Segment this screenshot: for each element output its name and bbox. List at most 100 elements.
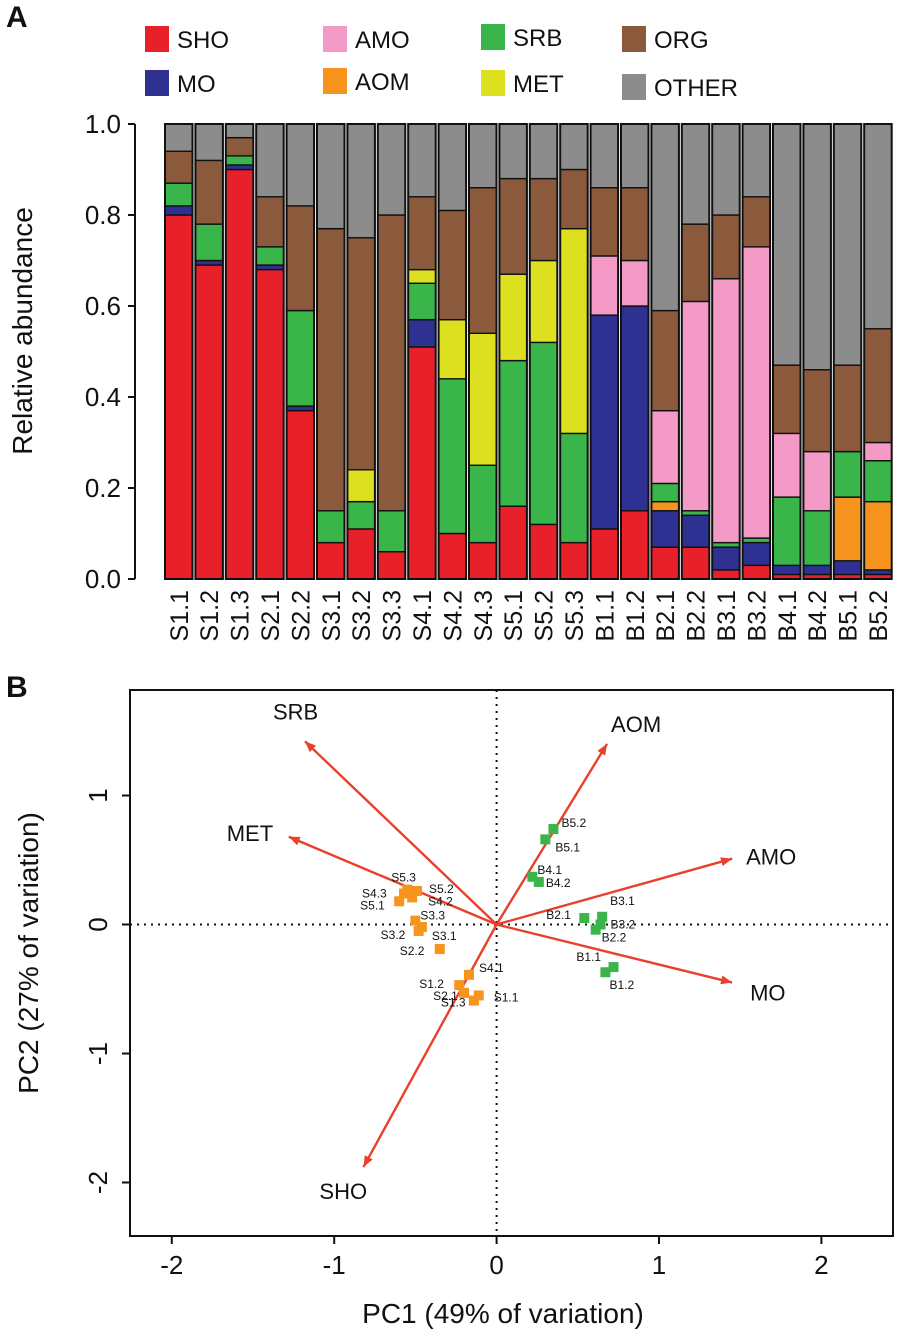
sample-point-s5-2 — [412, 885, 423, 896]
bar-segment-b2-1-mo — [650, 510, 680, 548]
arrow-label-mo: MO — [750, 981, 785, 1006]
bar-outline-s3-1 — [316, 123, 346, 580]
bar-segment-s3-1-srb — [316, 510, 346, 544]
bar-segment-b4-1-mo — [772, 564, 802, 576]
bar-outline-b1-1 — [589, 123, 620, 580]
sample-label-b2-1: B2.1 — [546, 908, 571, 922]
x-tick-label-b: -1 — [323, 1250, 346, 1280]
bar-segment-s5-1-srb — [498, 359, 528, 507]
bar-segment-b5-1-aom — [833, 496, 862, 562]
bar-segment-b4-1-org — [772, 364, 802, 435]
sample-label-b4-1: B4.1 — [537, 863, 562, 877]
bar-segment-b1-2-sho — [620, 510, 650, 580]
bar-segment-b4-1-srb — [772, 496, 802, 567]
bar-segment-s3-2-srb — [346, 500, 376, 530]
bar-segment-s3-1-org — [316, 227, 346, 512]
bar-segment-s1-2-org — [194, 159, 224, 225]
bar-segment-b4-2-srb — [802, 510, 832, 567]
bar-segment-b3-2-org — [741, 196, 771, 248]
legend-label-srb: SRB — [513, 25, 562, 52]
sample-point-b5-1 — [540, 834, 551, 845]
legend-label-sho: SHO — [177, 27, 229, 54]
legend: SHO MO AMO AOM SRB MET ORG OTHER — [145, 24, 738, 102]
bar-segment-s4-1-srb — [407, 282, 437, 321]
bar-segment-s1-2-other — [194, 123, 224, 162]
bar-segment-b3-1-mo — [711, 546, 741, 571]
bar-segment-s5-1-other — [498, 123, 528, 180]
bar-outline-s5-1 — [498, 123, 528, 580]
bar-segment-b1-1-sho — [589, 528, 619, 580]
sample-point-s3-3 — [410, 915, 421, 926]
bar-outline-s5-3 — [559, 123, 589, 580]
sample-point-b4-1 — [527, 871, 538, 882]
legend-label-aom: AOM — [355, 69, 410, 96]
bar-segment-b1-1-amo — [589, 255, 619, 316]
sample-point-b5-2 — [548, 824, 559, 835]
bar-segment-b3-1-amo — [711, 278, 741, 544]
x-tick-label-b: 1 — [652, 1250, 666, 1280]
loading-arrow-amo — [496, 857, 733, 926]
bar-outline-b4-2 — [802, 123, 832, 580]
panel-a-label: A — [6, 1, 28, 34]
sample-label-s3-2: S3.2 — [381, 928, 406, 942]
bar-segment-b5-2-srb — [863, 460, 893, 503]
x-tick-label-b: 2 — [814, 1250, 828, 1280]
sample-point-s4-1 — [463, 969, 474, 980]
sample-label-s3-3: S3.3 — [420, 909, 445, 923]
bar-outline-b2-1 — [650, 123, 680, 580]
legend-label-mo: MO — [177, 71, 216, 98]
sample-point-s1-1 — [473, 990, 484, 1001]
bar-segment-s4-3-srb — [468, 464, 498, 544]
bar-segment-s4-3-other — [468, 123, 498, 189]
bar-segment-s2-1-sho — [255, 268, 285, 580]
x-tick-label-a: B5.2 — [865, 590, 893, 641]
bar-segment-s3-3-srb — [377, 510, 406, 553]
arrow-head-sho — [363, 1155, 373, 1168]
x-tick-label-a: B4.1 — [774, 590, 802, 641]
arrow-head-aom — [597, 743, 608, 756]
bar-outline-s1-3 — [224, 123, 255, 580]
legend-label-org: ORG — [654, 27, 709, 54]
sample-label-b4-2: B4.2 — [546, 876, 571, 890]
legend-label-met: MET — [513, 71, 564, 98]
sample-point-s5-1 — [394, 896, 405, 907]
bar-segment-s2-1-org — [255, 196, 285, 248]
sample-point-s1-3 — [468, 995, 479, 1006]
y-tick-label-a: 0.0 — [85, 564, 121, 594]
bar-segment-s4-3-org — [468, 186, 498, 335]
sample-label-b2-2: B2.2 — [602, 931, 627, 945]
bar-segment-b2-2-other — [681, 123, 710, 225]
bar-segment-s5-2-srb — [529, 341, 558, 526]
bar-segment-s1-1-srb — [164, 182, 194, 207]
bar-segment-s5-3-org — [559, 168, 589, 230]
bar-segment-b1-2-mo — [620, 305, 650, 512]
bar-segment-b2-1-sho — [650, 546, 680, 580]
bar-segment-s1-1-other — [164, 123, 194, 152]
y-tick-label-b: 0 — [83, 917, 113, 931]
legend-swatch-mo — [145, 70, 169, 96]
bar-segment-s2-1-srb — [255, 246, 285, 266]
bar-outline-b5-1 — [832, 123, 863, 580]
y-tick-label-a: 1.0 — [85, 109, 121, 139]
bar-segment-b3-2-other — [741, 123, 771, 198]
sample-label-s1-1: S1.1 — [494, 990, 519, 1004]
x-tick-label-a: S5.2 — [531, 590, 559, 641]
bar-segment-s1-1-mo — [164, 205, 194, 216]
bar-segment-b5-1-other — [833, 123, 862, 366]
sample-label-b5-1: B5.1 — [555, 840, 580, 854]
sample-point-b1-2 — [608, 962, 619, 973]
bar-segment-s2-2-srb — [285, 309, 315, 407]
arrow-label-sho: SHO — [319, 1179, 367, 1204]
bar-segment-b2-1-srb — [650, 482, 680, 503]
sample-point-s4-2 — [407, 892, 418, 903]
sample-point-b3-1 — [597, 911, 608, 922]
sample-point-s2-2 — [434, 944, 445, 955]
sample-label-b5-2: B5.2 — [561, 816, 586, 830]
bar-segment-b4-2-org — [802, 369, 832, 453]
bar-segment-s1-1-sho — [164, 214, 194, 580]
bar-segment-b2-1-aom — [650, 500, 680, 512]
bar-segment-b3-1-other — [711, 123, 741, 216]
bar-segment-s2-1-other — [255, 123, 285, 198]
arrow-head-srb — [304, 741, 317, 753]
x-tick-label-a: S1.2 — [196, 590, 224, 641]
